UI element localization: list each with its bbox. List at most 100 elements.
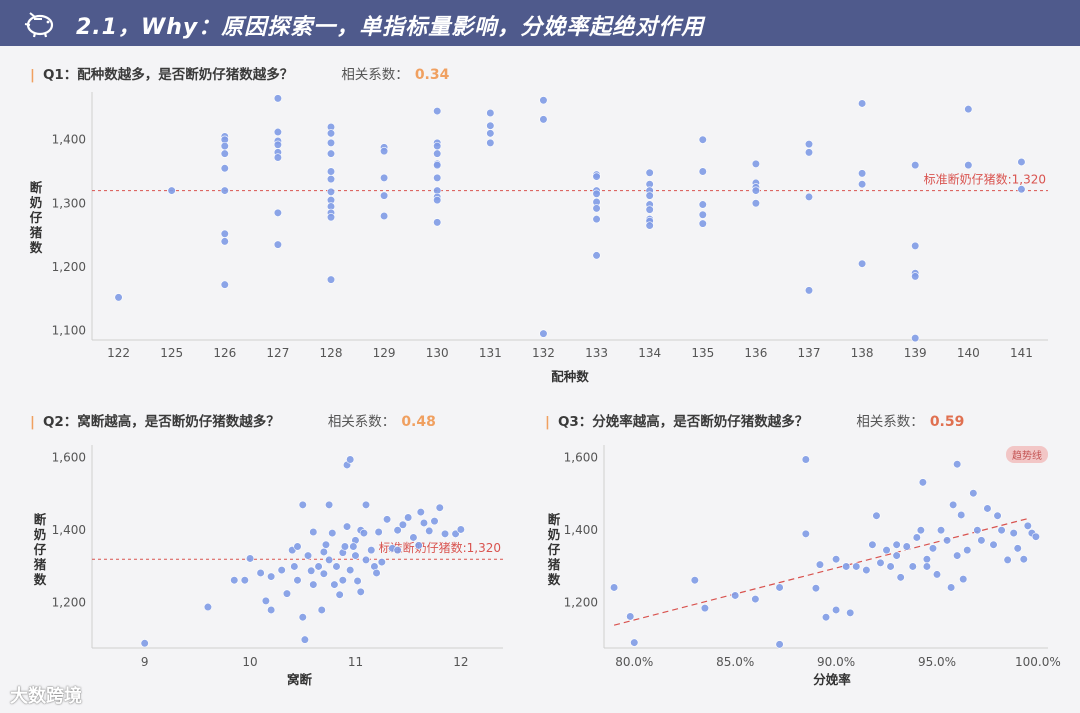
chart1-point (1017, 185, 1026, 194)
chart2-point (361, 555, 371, 565)
chart3-point (868, 540, 877, 549)
chart3-trend-line (613, 518, 1028, 626)
chart1-point (911, 272, 920, 281)
q2-marker: | (30, 414, 35, 430)
chart2-point (416, 507, 425, 517)
chart3-point (896, 573, 905, 582)
chart3-point (872, 511, 881, 520)
chart3-point (983, 504, 992, 513)
chart1-point (167, 186, 176, 195)
q1-heading: | Q1：配种数越多，是否断奶仔猪数越多？ 相关系数： 0.34 (30, 63, 449, 83)
chart2-point (309, 527, 318, 537)
chart3-point (831, 555, 841, 564)
chart2-x-axis-label: 窝断 (287, 672, 313, 687)
chart1-point (804, 192, 814, 202)
chart3-point (953, 551, 962, 560)
chart2-point (267, 572, 276, 581)
chart1-x-tick-label: 122 (107, 346, 130, 360)
chart3-point (1003, 555, 1012, 565)
q2-question: Q2：窝断越高，是否断奶仔猪数越多？ (42, 414, 280, 430)
chart3-point (942, 536, 952, 545)
chart1-point (273, 94, 282, 103)
chart1-x-tick-label: 127 (266, 346, 289, 360)
chart2-reference-label: 标准断奶仔猪数:1,320 (379, 540, 501, 555)
chart3-point (751, 594, 760, 604)
chart2-point (298, 613, 307, 622)
chart2-x-tick-label: 12 (453, 655, 468, 669)
q1-question: Q1：配种数越多，是否断奶仔猪数越多？ (42, 67, 294, 83)
chart1-point (220, 164, 229, 173)
chart1-point (486, 108, 495, 118)
chart3-point (932, 570, 942, 579)
chart3-y-tick-label: 1,200 (564, 596, 598, 610)
chart3-point (922, 555, 932, 564)
chart2-point (351, 551, 360, 560)
chart3-point (892, 551, 901, 560)
chart3-point (912, 533, 921, 542)
chart2-point (314, 562, 323, 571)
chart2-point (321, 540, 331, 549)
chart1-point (751, 199, 760, 208)
chart1-point (539, 329, 548, 338)
chart1-point (645, 221, 654, 230)
chart2-point (346, 455, 355, 464)
trend-line-badge: 趋势线 (1006, 446, 1048, 463)
chart3-point (801, 529, 810, 538)
chart1-x-tick-label: 134 (638, 346, 661, 360)
chart1-point (645, 205, 654, 214)
chart1-x-tick-label: 138 (851, 346, 874, 360)
chart2-point (330, 580, 339, 589)
chart1-point (433, 161, 442, 170)
chart1-plot: 1,100 1,200 1,300 1,400 122 125 126 127 128 129 13… (52, 92, 1048, 384)
header-bar: 2.1，Why：原因探索一，单指标量影响，分娩率起绝对作用 (0, 0, 1080, 46)
chart1-point (433, 149, 442, 158)
chart1-ylabel: 断奶仔猪数 (29, 180, 43, 255)
chart1-point (804, 148, 814, 157)
chart1-point (326, 213, 336, 222)
chart1-point (486, 129, 495, 138)
chart1-point (380, 191, 389, 200)
chart1-x-tick-label: 137 (798, 346, 821, 360)
chart2-point (346, 565, 355, 575)
chart3-point (842, 562, 851, 571)
chart2-point (398, 520, 407, 529)
chart3-point (969, 489, 978, 498)
chart1-point (858, 99, 867, 108)
chart3-point (886, 562, 895, 571)
q3-question: Q3：分娩率越高，是否断奶仔猪数越多？ (557, 414, 809, 430)
chart3-point (882, 546, 891, 555)
chart2-point (338, 576, 347, 585)
chart3-point (892, 540, 901, 549)
chart1-y-tick-label: 1,400 (52, 133, 86, 147)
chart2-point (377, 557, 386, 567)
chart2-point (230, 576, 239, 585)
chart2-point (367, 546, 376, 555)
chart1-x-tick-label: 125 (160, 346, 183, 360)
chart3-point (947, 583, 956, 592)
chart3-point (916, 526, 925, 535)
chart3-point (831, 605, 841, 615)
chart1-point (326, 149, 336, 158)
chart1-point (858, 180, 867, 189)
chart2-point (340, 542, 350, 551)
chart2-point (393, 546, 402, 555)
chart2-point (451, 529, 460, 538)
chart2-point (332, 562, 341, 571)
chart2-point (349, 542, 358, 551)
chart2-point (372, 568, 381, 578)
chart1-point (751, 159, 760, 168)
chart3-y-tick-label: 1,400 (564, 523, 598, 537)
chart3-x-axis-label: 分娩率 (813, 672, 851, 687)
chart2-point (409, 533, 418, 542)
chart1-point (698, 210, 707, 219)
chart1-y-tick-label: 1,100 (52, 323, 86, 337)
chart2-x-tick-label: 10 (242, 655, 257, 669)
chart3-point (1031, 532, 1040, 541)
chart1-x-tick-label: 129 (373, 346, 396, 360)
chart2-y-tick-label: 1,400 (52, 523, 86, 537)
chart3-point (997, 526, 1006, 535)
chart1-x-tick-label: 133 (585, 346, 608, 360)
chart1-point (964, 105, 973, 114)
watermark: 大数跨境 (10, 686, 82, 707)
q1-corr-label: 相关系数： (341, 67, 409, 83)
